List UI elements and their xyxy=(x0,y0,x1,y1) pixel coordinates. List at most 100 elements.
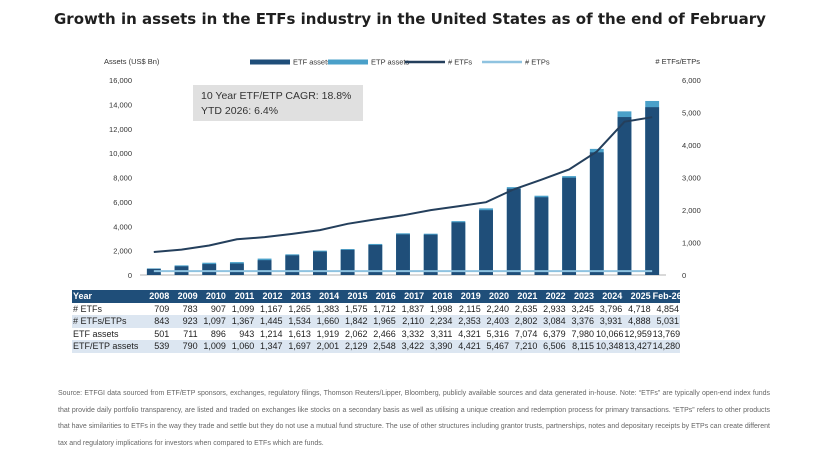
table-cell: 1,697 xyxy=(283,340,312,353)
y-axis-title-right: # ETFs/ETPs xyxy=(655,57,700,66)
table-cell: 2,802 xyxy=(510,315,539,328)
table-row: ETF/ETP assets 539 790 1,009 1,060 1,347 1,697… xyxy=(72,340,680,353)
y-tick-left: 12,000 xyxy=(109,125,132,134)
table-cell: 5,031 xyxy=(651,315,680,328)
table-cell: 2024 xyxy=(595,290,624,303)
table-cell: 2,548 xyxy=(368,340,397,353)
row-label: # ETFs/ETPs xyxy=(72,315,142,328)
table-cell: 2013 xyxy=(283,290,312,303)
table-cell: 1,842 xyxy=(340,315,369,328)
y-axis-title-left: Assets (US$ Bn) xyxy=(104,57,160,66)
table-cell: 3,796 xyxy=(595,302,624,316)
table-cell: 4,854 xyxy=(651,302,680,316)
table-cell: 896 xyxy=(198,327,227,341)
table-cell: 2023 xyxy=(566,290,595,303)
table-cell: 2021 xyxy=(510,290,539,303)
table-cell: 2,001 xyxy=(311,340,341,353)
legend-swatch xyxy=(328,59,368,65)
table-cell: 4,321 xyxy=(453,327,482,341)
bar-etf-assets xyxy=(589,152,604,275)
y-tick-left: 0 xyxy=(128,271,132,280)
table-cell: 2,403 xyxy=(481,315,511,328)
y-tick-right: 5,000 xyxy=(682,109,701,118)
table-cell: 1,009 xyxy=(198,340,227,353)
table-cell: 2011 xyxy=(226,290,256,303)
table-row: ETF assets 501 711 896 943 1,214 1,613 1,919 2,0… xyxy=(72,327,681,341)
table-cell: 1,097 xyxy=(198,315,227,328)
table-cell: 2015 xyxy=(340,290,369,303)
table-cell: 1,383 xyxy=(311,302,341,316)
cagr-annotation-box xyxy=(193,85,363,121)
bar-etf-assets xyxy=(617,117,632,275)
y-tick-left: 10,000 xyxy=(109,149,132,158)
table-cell: 14,280 xyxy=(651,340,681,353)
table-cell: Feb-26 xyxy=(651,290,682,303)
y-tick-right: 3,000 xyxy=(682,174,701,183)
table-cell: 2,353 xyxy=(453,315,482,328)
table-cell: 3,332 xyxy=(396,327,426,341)
bar-etf-assets xyxy=(396,234,410,275)
legend-label: ETF assets xyxy=(293,58,331,67)
row-label: # ETFs xyxy=(72,302,142,316)
line-num-etfs xyxy=(153,116,653,253)
table-cell: 1,367 xyxy=(226,315,256,328)
table-cell: 2,062 xyxy=(340,327,369,341)
table-cell: 1,347 xyxy=(255,340,284,353)
table-cell: 2020 xyxy=(481,290,511,303)
table-cell: 2,933 xyxy=(538,302,567,316)
table-cell: 10,066 xyxy=(595,327,624,341)
table-cell: 5,467 xyxy=(481,340,511,353)
bar-etf-assets xyxy=(202,264,217,275)
table-cell: 12,959 xyxy=(623,327,652,341)
y-tick-right: 4,000 xyxy=(682,141,701,150)
table-cell: 3,390 xyxy=(425,340,454,353)
y-tick-left: 6,000 xyxy=(113,198,132,207)
y-tick-right: 1,000 xyxy=(682,239,701,248)
y-tick-left: 8,000 xyxy=(113,174,132,183)
table-cell: 3,311 xyxy=(425,327,454,341)
table-cell: 711 xyxy=(170,327,199,341)
table-cell: 2017 xyxy=(396,290,426,303)
legend-swatch xyxy=(250,59,290,65)
table-cell: 13,427 xyxy=(623,340,652,353)
y-tick-left: 2,000 xyxy=(113,247,132,256)
table-cell: 1,534 xyxy=(283,315,312,328)
bar-etf-assets xyxy=(229,263,244,275)
table-cell: 13,769 xyxy=(651,327,681,341)
source-note: Source: ETFGI data sourced from ETF/ETP … xyxy=(58,390,770,447)
table-cell: 6,506 xyxy=(538,340,567,353)
table-cell: 8,115 xyxy=(566,340,595,353)
row-label: ETF assets xyxy=(72,327,142,341)
y-tick-left: 16,000 xyxy=(109,76,132,85)
table-cell: 3,084 xyxy=(538,315,567,328)
bar-etf-assets xyxy=(423,234,438,275)
cagr-annotation-line: 10 Year ETF/ETP CAGR: 18.8% xyxy=(201,90,351,102)
table-cell: 783 xyxy=(170,302,199,316)
table-cell: 1,575 xyxy=(340,302,369,316)
table-cell: 501 xyxy=(142,327,171,341)
table-cell: 7,210 xyxy=(510,340,539,353)
table-cell: 4,718 xyxy=(623,302,652,316)
bar-etf-assets xyxy=(285,255,300,275)
table-cell: 2010 xyxy=(198,290,227,303)
row-label: ETF/ETP assets xyxy=(72,340,142,353)
bar-etf-assets xyxy=(451,222,466,275)
table-cell: 2025 xyxy=(623,290,652,303)
table-cell: 790 xyxy=(170,340,199,353)
bar-etf-assets xyxy=(534,197,549,275)
table-cell: 709 xyxy=(142,302,171,316)
table-header-row: Year 2008 2009 2010 2011 2012 2013 2014 2015 2016… xyxy=(72,290,682,303)
etf-growth-chart: Assets (US$ Bn) # ETFs/ETPs 0 2,000 4,000 6,0… xyxy=(104,57,701,280)
table-cell: 2019 xyxy=(453,290,482,303)
table-cell: 2,115 xyxy=(453,302,482,316)
table-cell: 1,998 xyxy=(425,302,454,316)
ytd-annotation-line: YTD 2026: 6.4% xyxy=(201,105,278,117)
table-cell: 1,214 xyxy=(255,327,284,341)
table-cell: 3,376 xyxy=(566,315,595,328)
table-cell: 1,965 xyxy=(368,315,397,328)
table-cell: 2,110 xyxy=(396,315,426,328)
table-cell: 907 xyxy=(198,302,227,316)
y-tick-right: 2,000 xyxy=(682,206,701,215)
y-tick-right: 0 xyxy=(682,271,686,280)
table-row: # ETFs/ETPs 843 923 1,097 1,367 1,445 1,534 1,6… xyxy=(72,315,680,328)
